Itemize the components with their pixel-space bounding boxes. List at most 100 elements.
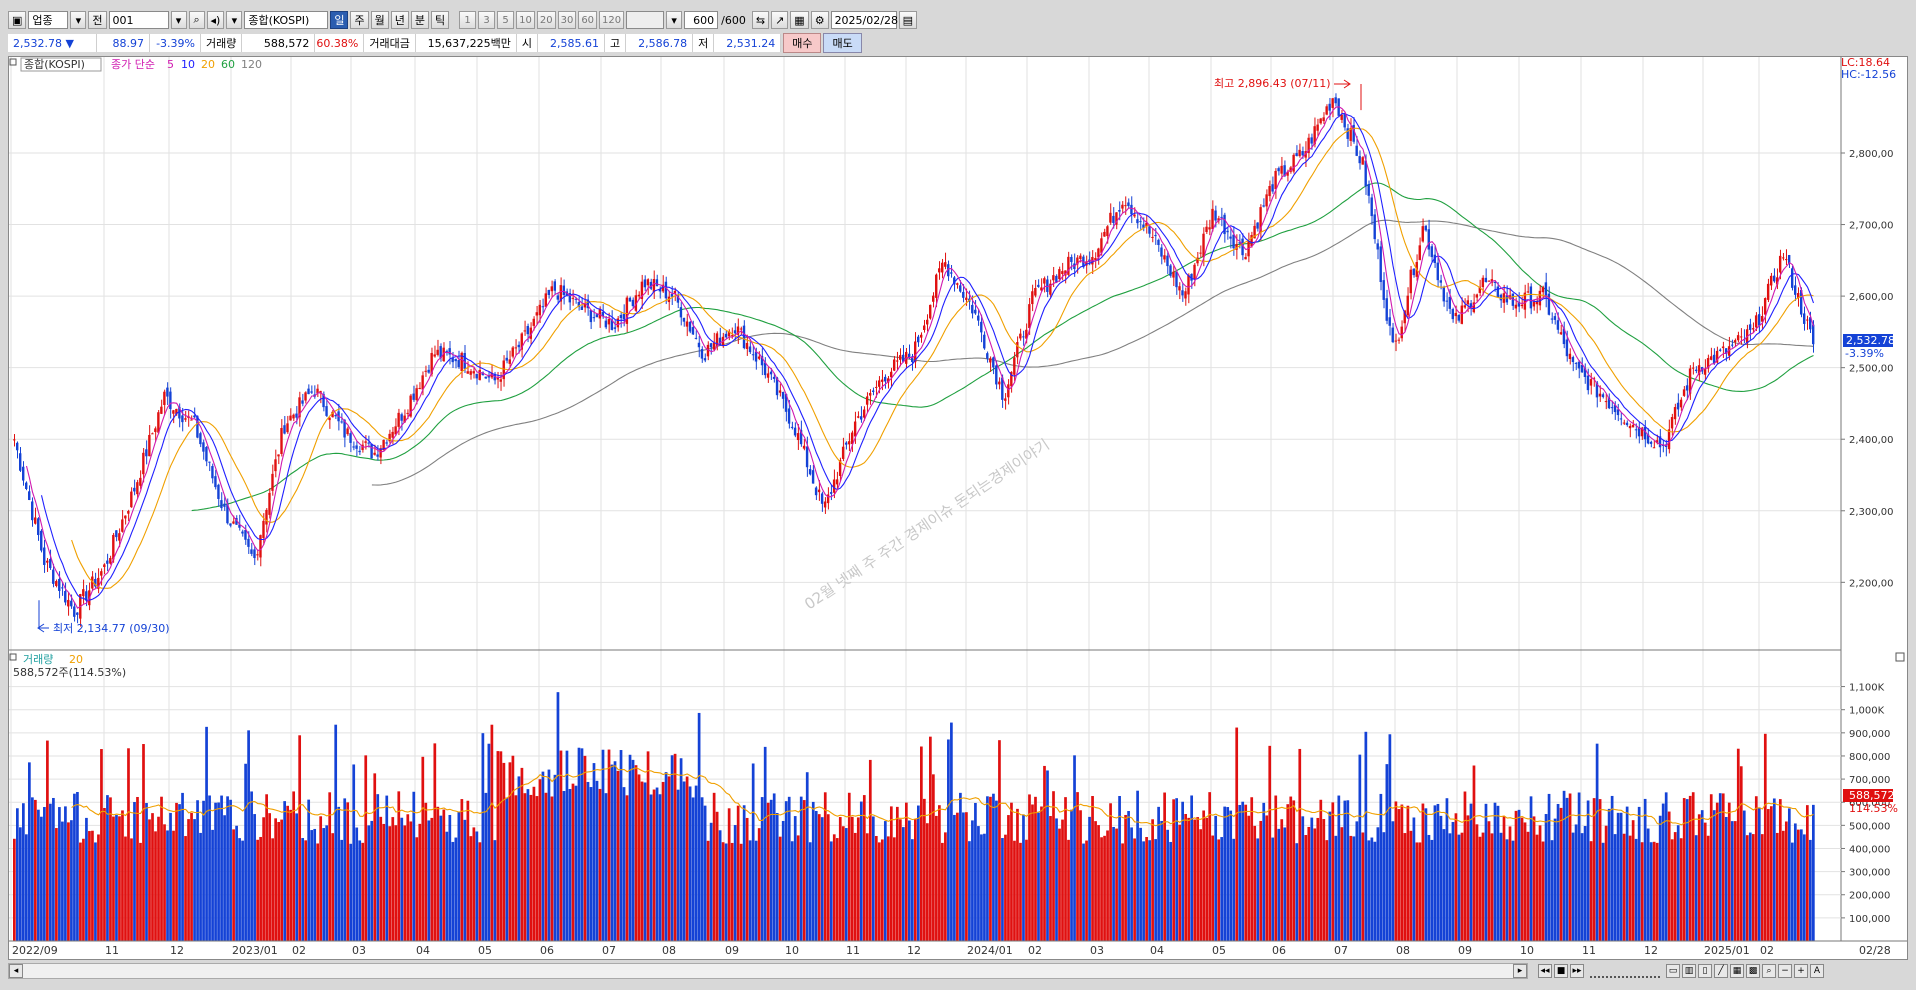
candle-body	[547, 289, 550, 295]
candle-body	[427, 369, 430, 373]
volume-bar	[1160, 820, 1163, 941]
interval-20-button[interactable]: 20	[536, 11, 556, 29]
scroll-right-icon[interactable]: ▸	[1513, 964, 1527, 978]
gear-icon[interactable]: ⚙	[810, 11, 829, 29]
save-icon[interactable]: ▦	[790, 11, 809, 29]
candle-body	[1457, 314, 1461, 321]
scroll-left-icon[interactable]: ◂	[9, 964, 23, 978]
zoom-search-icon[interactable]: ⌕	[1762, 964, 1776, 978]
x-axis-label: 12	[907, 944, 921, 957]
candle-body	[1376, 243, 1379, 250]
grid-icon[interactable]: ▩	[1746, 964, 1760, 978]
period-tick-tab[interactable]: 틱	[430, 11, 450, 29]
zoom-out-icon[interactable]: −	[1778, 964, 1792, 978]
code-input[interactable]: 001	[108, 11, 169, 29]
layout-icon[interactable]: ▦	[1730, 964, 1744, 978]
candle-body	[1007, 384, 1010, 398]
volume-panel-max-icon[interactable]	[1895, 652, 1905, 662]
interval-1-button[interactable]: 1	[459, 11, 477, 29]
candle-style-icon[interactable]: ▯	[1698, 964, 1712, 978]
prev-button[interactable]: 전	[88, 11, 107, 29]
candle-body	[1367, 184, 1370, 196]
candle-body	[1721, 346, 1725, 349]
index-name-field[interactable]: 종합(KOSPI)	[244, 11, 329, 29]
sell-button[interactable]: 매도	[823, 33, 862, 53]
period-year-tab[interactable]: 년	[390, 11, 409, 29]
interval-3-button[interactable]: 3	[478, 11, 496, 29]
volume-bar	[977, 826, 980, 941]
search-icon[interactable]: ⌕	[188, 11, 205, 29]
volume-bar	[1508, 826, 1512, 941]
play-back-icon[interactable]: ◂◂	[1538, 964, 1552, 978]
volume-bar	[1526, 831, 1530, 941]
zoom-fit-icon[interactable]: ▭	[1666, 964, 1680, 978]
candle-body	[1604, 401, 1608, 403]
period-day-tab[interactable]: 일	[330, 11, 349, 29]
volume-bar	[1625, 806, 1629, 941]
volume-bar	[1442, 829, 1446, 941]
custom-interval-input[interactable]	[626, 11, 665, 29]
code-dropdown-icon[interactable]: ▾	[170, 11, 187, 29]
bar-style-icon[interactable]: ▥	[1682, 964, 1696, 978]
volume-bar	[40, 816, 43, 941]
volume-bar	[1595, 743, 1599, 941]
candle-body	[1781, 257, 1785, 259]
zoom-in-icon[interactable]: +	[1794, 964, 1808, 978]
volume-bar	[487, 743, 491, 941]
price-change: 88.97	[97, 34, 150, 52]
volume-bar	[971, 820, 974, 941]
candle-body	[1568, 353, 1572, 359]
sound-icon[interactable]: ◂)	[206, 11, 225, 29]
candle-body	[1619, 418, 1623, 420]
chart-area[interactable]: 종합(KOSPI) 종가 단순 5 10 20 60 120 LC:18.64 …	[8, 56, 1908, 960]
candle-body	[874, 386, 878, 388]
interval-10-button[interactable]: 10	[516, 11, 535, 29]
horizontal-scrollbar[interactable]: ◂ ▸	[8, 963, 1528, 979]
interval-30-button[interactable]: 30	[557, 11, 577, 29]
price-panel-toggle-icon[interactable]	[9, 58, 17, 66]
interval-5-button[interactable]: 5	[497, 11, 515, 29]
volume-bar	[1391, 821, 1395, 941]
window-icon[interactable]: ▣	[8, 11, 27, 29]
volume-bar	[1193, 819, 1197, 941]
play-forward-icon[interactable]: ▸▸	[1570, 964, 1584, 978]
volume-bar	[400, 817, 404, 941]
stop-icon[interactable]: ■	[1554, 964, 1568, 978]
period-minute-tab[interactable]: 분	[410, 11, 429, 29]
candle-body	[1496, 286, 1500, 298]
candle-body	[145, 449, 148, 457]
candle-body	[1676, 402, 1680, 410]
line-style-icon[interactable]: ╱	[1714, 964, 1728, 978]
sound-dropdown-icon[interactable]: ▾	[226, 11, 243, 29]
candle-body	[1769, 275, 1773, 286]
volume-bar	[1379, 793, 1383, 941]
draw-tool-icon[interactable]: ↗	[771, 11, 789, 29]
candle-body	[1244, 257, 1247, 260]
interval-120-button[interactable]: 120	[599, 11, 625, 29]
interval-60-button[interactable]: 60	[578, 11, 598, 29]
volume-bar	[1073, 755, 1076, 941]
volume-bar	[838, 817, 842, 941]
candle-body	[67, 599, 70, 607]
market-dropdown-icon[interactable]: ▾	[70, 11, 87, 29]
speed-slider[interactable]	[1590, 964, 1660, 978]
period-month-tab[interactable]: 월	[370, 11, 389, 29]
chart-canvas[interactable]: 종합(KOSPI) 종가 단순 5 10 20 60 120 LC:18.64 …	[9, 56, 1907, 959]
chart-tool-icon[interactable]: ⇆	[751, 11, 770, 29]
calendar-icon[interactable]: ▤	[898, 11, 917, 29]
interval-dropdown-icon[interactable]: ▾	[666, 11, 683, 29]
font-size-icon[interactable]: A	[1810, 964, 1824, 978]
candle-body	[1757, 314, 1761, 326]
volume-bar	[130, 838, 133, 941]
volume-bar	[917, 805, 920, 941]
volume-panel-toggle-icon[interactable]	[9, 653, 17, 661]
candle-body	[643, 279, 647, 288]
count-input[interactable]: 600	[684, 11, 719, 29]
candle-body	[70, 600, 73, 607]
volume-bar	[853, 832, 857, 941]
market-select[interactable]: 업종	[28, 11, 69, 29]
volume-bar	[1313, 828, 1317, 941]
period-week-tab[interactable]: 주	[350, 11, 369, 29]
date-input[interactable]: 2025/02/28	[830, 11, 898, 29]
buy-button[interactable]: 매수	[783, 33, 822, 53]
